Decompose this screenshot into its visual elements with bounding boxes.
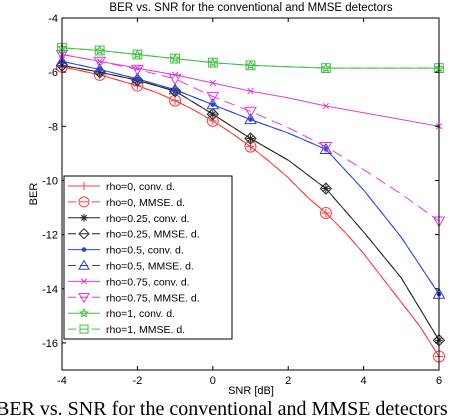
data-point-5-5 [244, 113, 257, 125]
x-tick-label: 4 [361, 375, 367, 387]
x-axis-label: SNR [dB] [228, 385, 274, 397]
legend-marker-5 [78, 259, 90, 270]
data-point-3-3 [168, 84, 182, 98]
data-point-0-4 [208, 116, 217, 125]
legend-marker-9 [79, 324, 89, 334]
data-point-1-6 [319, 206, 332, 219]
data-point-4-4 [210, 102, 216, 107]
legend-label-9: rho=1, MMSE. d. [106, 324, 185, 336]
data-point-4-1 [97, 67, 102, 72]
data-point-6-5 [247, 87, 254, 95]
data-point-7-2 [131, 64, 144, 76]
data-point-7-5 [244, 106, 257, 118]
legend-label-0: rho=0, conv. d. [106, 181, 175, 193]
y-tick-label: -16 [42, 338, 58, 350]
data-point-7-1 [93, 56, 107, 68]
legend-label-7: rho=0.75, MMSE. d. [106, 292, 200, 304]
legend-marker-3 [78, 227, 90, 240]
data-point-6-2 [134, 64, 141, 72]
legend-marker-2 [80, 213, 88, 222]
data-point-9-6 [321, 63, 331, 73]
data-point-8-4 [207, 57, 218, 67]
data-point-2-6 [321, 184, 330, 193]
data-point-0-6 [321, 208, 330, 217]
chart: BER vs. SNR for the conventional and MMS… [28, 2, 446, 397]
data-point-5-2 [131, 72, 144, 84]
data-point-3-2 [131, 74, 144, 87]
y-axis-label: BER [28, 183, 40, 206]
x-tick-label: -4 [57, 375, 67, 387]
data-point-7-6 [319, 141, 333, 154]
data-point-6-4 [209, 79, 216, 87]
data-point-4-5 [248, 117, 253, 122]
plot-frame [61, 17, 440, 371]
y-tick-label: -14 [42, 284, 58, 296]
data-point-8-6 [320, 62, 331, 73]
data-point-9-1 [94, 45, 105, 56]
legend-label-6: rho=0.75, conv. d. [106, 276, 190, 288]
legend-label-1: rho=0, MMSE. d. [106, 197, 185, 209]
data-point-5-3 [168, 83, 182, 95]
legend-marker-0 [80, 182, 88, 190]
legend-box [63, 175, 233, 340]
data-point-8-1 [94, 45, 105, 55]
chart-title: BER vs. SNR for the conventional and MMS… [109, 2, 392, 14]
data-point-9-4 [207, 57, 218, 68]
data-point-3-5 [244, 132, 257, 145]
x-tick-label: -2 [133, 375, 143, 387]
legend-label-8: rho=1, conv. d. [106, 308, 175, 320]
y-tick-label: -8 [48, 121, 58, 133]
x-tick-label: 0 [210, 375, 216, 387]
data-point-2-4 [208, 110, 217, 119]
figure-caption-text: BER vs. SNR for the conventional and MMS… [0, 398, 448, 420]
data-point-3-4 [206, 107, 220, 121]
legend-label-3: rho=0.25, MMSE. d. [106, 229, 200, 241]
data-point-2-1 [95, 68, 104, 77]
data-point-7-4 [206, 91, 220, 104]
data-point-5-1 [93, 62, 107, 75]
data-point-7-3 [168, 74, 182, 86]
data-point-5-4 [206, 98, 220, 110]
data-point-8-2 [132, 49, 143, 59]
tick-layer: -4 -2 0 2 4 6 -4 -6 -8 -10 -12 -14 -16 [42, 13, 442, 387]
data-point-0-3 [171, 96, 180, 105]
data-point-4-3 [172, 87, 178, 93]
y-tick-label: -10 [42, 175, 58, 187]
data-point-3-6 [319, 182, 333, 195]
data-point-9-5 [245, 60, 256, 71]
legend-label-4: rho=0.5, conv. d. [106, 245, 184, 257]
legend: rho=0, conv. d. rho=0, MMSE. d. rho=0.25, … [63, 175, 233, 340]
legend-marker-7 [78, 293, 90, 304]
figure-caption: BER vs. SNR for the conventional and MMS… [0, 398, 474, 420]
legend-marker-1 [78, 196, 90, 208]
y-tick-label: -4 [48, 13, 58, 25]
data-point-4-2 [135, 76, 140, 82]
legend-marker-6 [80, 278, 88, 285]
y-tick-label: -6 [48, 67, 58, 79]
data-point-8-3 [170, 53, 181, 63]
data-point-5-6 [319, 142, 333, 154]
legend-marker-4 [81, 247, 87, 252]
data-point-6-6 [322, 102, 330, 110]
legend-marker-8 [78, 307, 90, 318]
data-point-9-2 [132, 49, 143, 60]
series-line-7 [61, 54, 440, 222]
legend-label-2: rho=0.25, conv. d. [106, 213, 190, 225]
data-point-9-3 [170, 53, 180, 64]
data-point-8-5 [245, 60, 256, 70]
series-line-9 [61, 47, 439, 69]
x-tick-label: 2 [285, 375, 291, 387]
legend-label-5: rho=0.5, MMSE. d. [106, 261, 194, 273]
data-point-2-5 [246, 134, 255, 143]
y-tick-label: -12 [42, 230, 58, 242]
x-tick-label: 6 [436, 375, 442, 387]
